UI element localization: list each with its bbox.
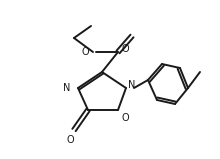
Text: O: O: [81, 47, 89, 57]
Text: O: O: [121, 113, 129, 123]
Text: O: O: [122, 44, 130, 54]
Text: N: N: [128, 80, 135, 90]
Text: N: N: [63, 83, 71, 93]
Text: O: O: [66, 135, 74, 145]
